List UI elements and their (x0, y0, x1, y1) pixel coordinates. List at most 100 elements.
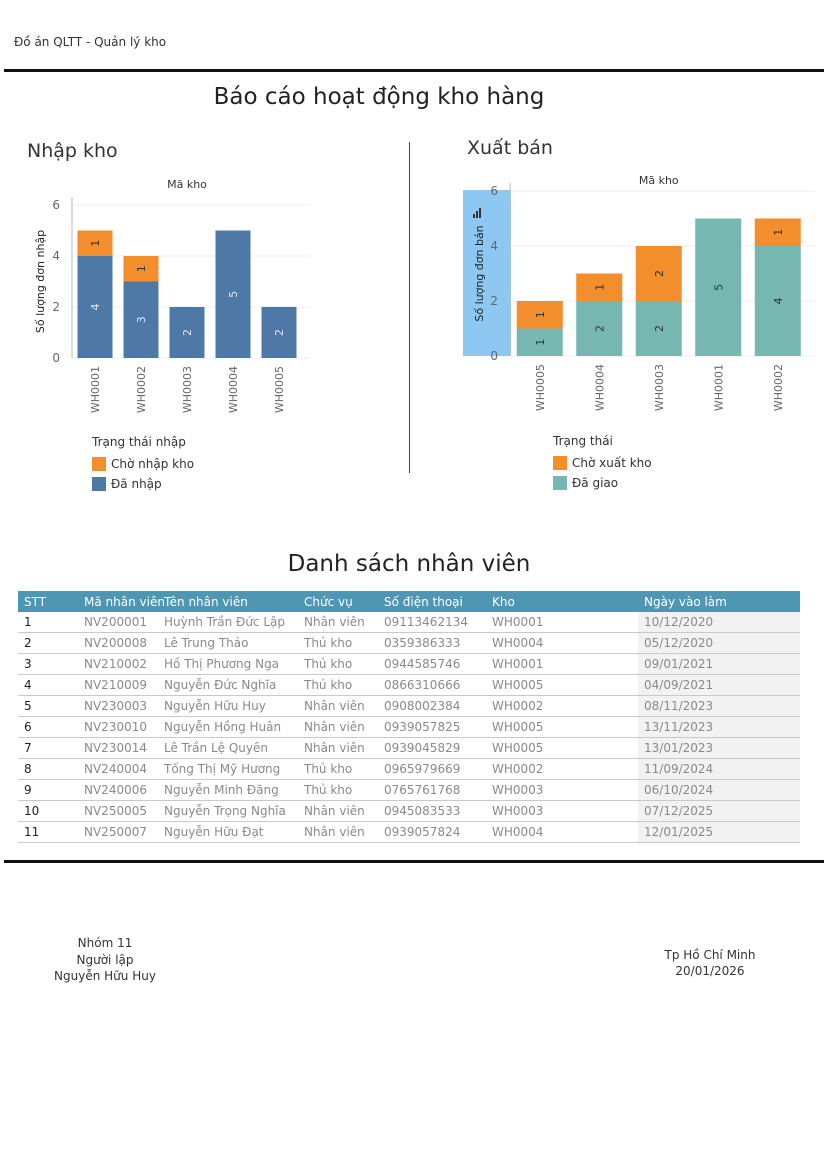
table-row: 1 NV200001 Huỳnh Trần Đức Lập Nhân viên 0911… (18, 612, 800, 633)
cell-warehouse: WH0004 (486, 632, 638, 654)
cell-warehouse: WH0005 (486, 737, 638, 759)
cell-position: Nhân viên (298, 821, 378, 843)
export-chart: 0 2 4 6 Mã kho Số lượng đơn bán 1 1 WH0005 2 1 WH00… (463, 174, 816, 411)
cell-employee-id: NV230014 (78, 737, 158, 759)
data-label: 1 (534, 311, 547, 318)
cell-start-date: 13/11/2023 (638, 716, 800, 738)
cell-employee-id: NV240004 (78, 758, 158, 780)
cell-employee-id: NV230003 (78, 695, 158, 717)
employee-table-body: 1 NV200001 Huỳnh Trần Đức Lập Nhân viên 0911… (18, 612, 800, 843)
column-header: STT (18, 591, 78, 612)
header-project-name: Đồ án QLTT - Quản lý kho (14, 35, 167, 49)
bar-segment (516, 328, 563, 356)
footer-group: Nhóm 11 (77, 936, 133, 950)
footer-preparer-label: Người lập (76, 952, 134, 967)
cell-employee-name: Nguyễn Trọng Nghĩa (158, 800, 298, 822)
cell-position: Nhân viên (298, 716, 378, 738)
import-legend-label-pending: Chờ nhập kho (111, 457, 195, 471)
data-label: 2 (653, 325, 666, 332)
cell-phone: 0908002384 (378, 695, 486, 717)
cell-employee-id: NV210009 (78, 674, 158, 696)
cell-stt: 5 (18, 695, 78, 717)
export-legend-item-pending: Chờ xuất kho (553, 453, 652, 473)
data-label: 2 (593, 325, 606, 332)
import-legend: Trạng thái nhập Chờ nhập kho Đã nhập (92, 435, 194, 494)
cell-position: Thủ kho (298, 758, 378, 780)
cell-phone: 0939045829 (378, 737, 486, 759)
x-tick-label: WH0005 (534, 364, 547, 411)
cell-start-date: 05/12/2020 (638, 632, 800, 654)
cell-stt: 7 (18, 737, 78, 759)
table-row: 11 NV250007 Nguyễn Hữu Đạt Nhân viên 0939057… (18, 821, 800, 843)
footer-signature-block: Nhóm 11 Người lập Nguyễn Hữu Huy (40, 935, 170, 985)
sort-icon (476, 211, 478, 218)
cell-start-date: 06/10/2024 (638, 779, 800, 801)
cell-start-date: 08/11/2023 (638, 695, 800, 717)
footer-preparer-name: Nguyễn Hữu Huy (54, 969, 156, 983)
y-axis-title: Số lượng đơn nhập (34, 230, 47, 333)
cell-stt: 11 (18, 821, 78, 843)
cell-employee-name: Nguyễn Minh Đăng (158, 779, 298, 801)
column-header: Số điện thoại (378, 591, 486, 612)
cell-phone: 0765761768 (378, 779, 486, 801)
table-row: 10 NV250005 Nguyễn Trọng Nghĩa Nhân viên 094… (18, 800, 800, 822)
cell-phone: 0965979669 (378, 758, 486, 780)
data-label: 1 (593, 284, 606, 291)
x-tick-label: WH0001 (89, 366, 102, 413)
cell-start-date: 07/12/2025 (638, 800, 800, 822)
cell-start-date: 13/01/2023 (638, 737, 800, 759)
import-legend-item-pending: Chờ nhập kho (92, 454, 194, 474)
data-label: 3 (135, 316, 148, 323)
cell-position: Nhân viên (298, 612, 378, 633)
cell-employee-name: Lê Trung Thảo (158, 632, 298, 654)
cell-employee-name: Nguyễn Hữu Đạt (158, 821, 298, 843)
cell-employee-name: Nguyễn Hữu Huy (158, 695, 298, 717)
y-tick-label: 6 (490, 184, 498, 198)
export-legend-label-done: Đã giao (572, 476, 619, 490)
data-label: 2 (653, 270, 666, 277)
cell-start-date: 04/09/2021 (638, 674, 800, 696)
cell-stt: 1 (18, 612, 78, 633)
cell-warehouse: WH0001 (486, 612, 638, 633)
bar-segment (754, 246, 801, 356)
x-tick-label: WH0002 (772, 364, 785, 411)
export-legend-swatch-pending (553, 456, 567, 470)
x-tick-label: WH0003 (181, 366, 194, 413)
cell-stt: 4 (18, 674, 78, 696)
cell-position: Thủ kho (298, 779, 378, 801)
import-legend-item-done: Đã nhập (92, 474, 194, 494)
y-tick-label: 0 (490, 349, 498, 363)
cell-position: Thủ kho (298, 674, 378, 696)
cell-warehouse: WH0005 (486, 674, 638, 696)
footer-date: 20/01/2026 (675, 964, 745, 978)
x-axis-title: Mã kho (639, 174, 679, 187)
data-label: 5 (712, 284, 725, 291)
footer-city: Tp Hồ Chí Minh (664, 948, 756, 962)
bar-segment (77, 230, 113, 256)
x-tick-label: WH0002 (135, 366, 148, 413)
cell-phone: 0939057824 (378, 821, 486, 843)
import-chart: 0 2 4 6 Mã kho Số lượng đơn nhập 4 1 WH0001 3 1 WH0… (34, 178, 310, 413)
column-header: Chức vụ (298, 591, 378, 612)
cell-start-date: 09/01/2021 (638, 653, 800, 675)
cell-employee-name: Nguyễn Đức Nghĩa (158, 674, 298, 696)
bar-segment (77, 256, 113, 358)
axis-highlight (463, 190, 511, 356)
cell-stt: 6 (18, 716, 78, 738)
cell-stt: 9 (18, 779, 78, 801)
data-label: 1 (772, 229, 785, 236)
cell-phone: 0359386333 (378, 632, 486, 654)
bar-segment (123, 256, 159, 282)
column-header: Ngày vào làm (638, 591, 800, 612)
bar-segment (215, 230, 251, 358)
data-label: 2 (273, 329, 286, 336)
cell-phone: 0944585746 (378, 653, 486, 675)
export-legend-item-done: Đã giao (553, 473, 652, 493)
cell-position: Nhân viên (298, 737, 378, 759)
data-label: 1 (135, 265, 148, 272)
bar-segment (516, 301, 563, 329)
data-label: 2 (181, 329, 194, 336)
data-label: 5 (227, 291, 240, 298)
data-label: 4 (772, 298, 785, 305)
footer-place-date: Tp Hồ Chí Minh 20/01/2026 (640, 947, 780, 979)
